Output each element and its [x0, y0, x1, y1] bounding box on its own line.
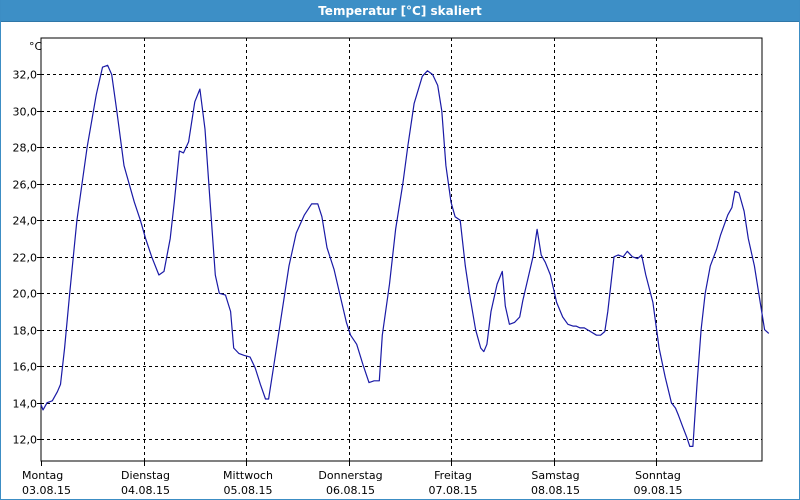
x-tick-date-label: 07.08.15	[429, 484, 478, 497]
y-tick-label: 14,0	[13, 398, 38, 411]
window-title: Temperatur [°C] skaliert	[318, 3, 482, 18]
x-tick-day-label: Mittwoch	[223, 469, 273, 482]
x-tick-day-label: Donnerstag	[318, 469, 382, 482]
y-tick-label: 22,0	[13, 252, 38, 265]
y-tick-label: 20,0	[13, 288, 38, 301]
y-tick-label: 16,0	[13, 361, 38, 374]
y-tick-label: 26,0	[13, 179, 38, 192]
y-tick-label: 12,0	[13, 434, 38, 447]
y-tick-label: 30,0	[13, 106, 38, 119]
x-tick-day-label: Dienstag	[121, 469, 170, 482]
window-titlebar: Temperatur [°C] skaliert	[1, 0, 799, 22]
y-axis-unit-label: °C	[29, 40, 43, 53]
x-tick-day-label: Montag	[22, 469, 63, 482]
x-tick-date-label: 06.08.15	[326, 484, 375, 497]
x-tick-day-label: Freitag	[434, 469, 472, 482]
y-axis-ticks: 12,0 14,0 16,0 18,0 20,0 22,0 24,0 26,0 28,0 30,0…	[13, 69, 41, 447]
y-tick-label: 18,0	[13, 325, 38, 338]
x-tick-date-label: 05.08.15	[224, 484, 273, 497]
x-axis-ticks: Montag 03.08.15 Dienstag 04.08.15 Mittwoch 05…	[22, 461, 682, 497]
temperature-series-line	[40, 64, 770, 447]
x-tick-date-label: 03.08.15	[22, 484, 71, 497]
y-tick-label: 32,0	[13, 69, 38, 82]
x-tick-date-label: 08.08.15	[531, 484, 580, 497]
x-tick-date-label: 09.08.15	[634, 484, 683, 497]
x-tick-date-label: 04.08.15	[121, 484, 170, 497]
y-tick-label: 28,0	[13, 142, 38, 155]
x-tick-day-label: Samstag	[531, 469, 579, 482]
plot-area	[40, 37, 763, 462]
y-tick-label: 24,0	[13, 215, 38, 228]
x-tick-day-label: Sonntag	[635, 469, 681, 482]
